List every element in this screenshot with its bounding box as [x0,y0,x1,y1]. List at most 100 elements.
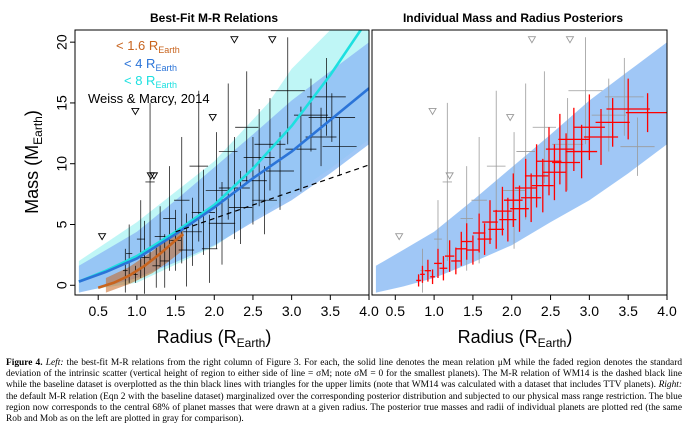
right-panel-title: Individual Mass and Radius Posteriors [403,11,623,25]
data-point [122,248,128,293]
gray-upper-limit-marker [505,114,515,122]
posterior-point [461,223,473,260]
data-point [235,71,259,184]
legend-entry-large-sub: Earth [155,80,177,90]
posterior-point [531,158,554,213]
left-plot-frame [74,29,370,296]
right-x-tick-label: 1.5 [463,303,483,319]
posterior-point [536,127,562,196]
data-point [174,136,190,264]
left-x-tick-label: 2.0 [205,303,225,319]
scatter-band-1 [78,42,369,293]
posterior-point [477,223,492,255]
data-point [163,166,176,271]
gray-data-point [442,102,452,261]
gray-upper-limit-marker [394,233,404,241]
data-point [160,234,170,288]
right-plot-frame [371,29,668,296]
caption-label: Figure 4. [6,358,43,368]
legend-entry-medium-sub: Earth [155,63,177,73]
data-point [154,206,166,268]
gray-upper-limit-marker [565,36,575,44]
right-x-tick-label: 1.0 [424,303,444,319]
posterior-point [488,209,504,249]
data-point [252,166,277,235]
data-point [133,265,138,283]
posterior-point [482,200,498,244]
left-x-tick-label: 4.0 [359,303,379,319]
data-point [139,220,150,294]
left-y-tick-label: 10 [54,156,70,172]
posterior-point [625,93,667,133]
gray-upper-limit-marker [428,107,437,116]
legend-entry-large: < 8 REarth [124,73,177,90]
gray-data-point [568,37,603,145]
legend-entry-medium: < 4 REarth [124,56,177,73]
relation-line-3 [175,164,369,233]
left-y-tick-label: 5 [54,220,70,228]
left-x-tick-label: 1.0 [127,303,147,319]
left-x-tick-label: 0.5 [88,303,108,319]
posterior-point [542,144,567,201]
right-axes: 0.5 1.0 1.5 2.0 2.5 3.0 3.5 4.0 [386,295,677,319]
right-x-tick-label: 0.5 [386,303,406,319]
upper-limit-marker [208,114,217,122]
posterior-point [444,240,455,272]
left-panel-title: Best-Fit M-R Relations [150,11,278,25]
legend-entry-small-text: < 1.6 R [116,38,158,53]
y-label-end: ) [22,110,42,116]
left-axes: 0.5 1.0 1.5 2.0 2.5 3.0 3.5 4.0 0 5 10 15 20 [54,34,379,319]
figure-canvas: Best-Fit M-R Relations 0.5 1.0 1.5 2.0 2.5 3.… [22,11,677,350]
legend-entry-small-sub: Earth [158,45,180,55]
gray-upper-limit-marker [445,172,454,180]
right-x-label-sub: Earth [538,336,567,350]
relation-line-0 [78,30,363,283]
left-x-label-end: ) [265,327,271,347]
right-x-label-main: Radius (R [458,327,538,347]
upper-limit-marker [268,36,277,44]
y-label-sub: Earth [31,116,45,145]
left-x-label-main: Radius (R [157,327,237,347]
posterior-point [545,113,574,185]
data-point [218,136,250,240]
posterior-point [493,186,512,236]
gray-data-point [591,78,626,152]
gray-data-point [620,117,655,176]
data-point [270,37,305,145]
data-point [205,132,228,249]
upper-limit-marker [131,107,140,116]
posterior-point [558,107,590,172]
data-point [126,224,133,283]
left-x-axis-label: Radius (REarth) [157,327,272,350]
relation-line-1 [78,87,369,283]
left-y-tick-label: 20 [54,34,70,50]
posterior-point [416,274,421,287]
left-x-tick-label: 2.5 [243,303,263,319]
posterior-point [455,231,467,266]
caption-right-text: the default M-R relation (Eqn 2 with the… [6,391,682,425]
figure-caption: Figure 4. Left: the best-fit M-R relatio… [6,358,682,425]
y-label-main: Mass (M [22,145,42,214]
data-point [239,136,267,225]
upper-limit-marker [97,233,107,241]
data-point [201,214,218,283]
left-y-axis-label: Mass (MEarth) [22,110,45,214]
gray-upper-limit-marker [527,36,537,44]
right-plot-area [375,36,667,293]
legend-entry-medium-text: < 4 R [124,56,155,71]
upper-limit-marker [230,36,239,44]
left-y-tick-label: 0 [54,281,70,289]
gray-data-point [552,98,584,191]
posterior-point [595,98,630,147]
legend-entry-large-text: < 8 R [124,73,155,88]
posterior-point [466,235,480,265]
right-x-tick-label: 2.5 [541,303,561,319]
gray-data-point [503,132,525,249]
left-x-tick-label: 3.5 [321,303,341,319]
right-panel: Individual Mass and Radius Posteriors 0.… [371,11,677,350]
right-x-axis-label: Radius (REarth) [458,327,573,350]
gray-data-point [532,71,556,184]
posterior-point [424,259,431,282]
upper-limit-marker [149,172,159,180]
caption-right-label: Right: [658,380,683,391]
